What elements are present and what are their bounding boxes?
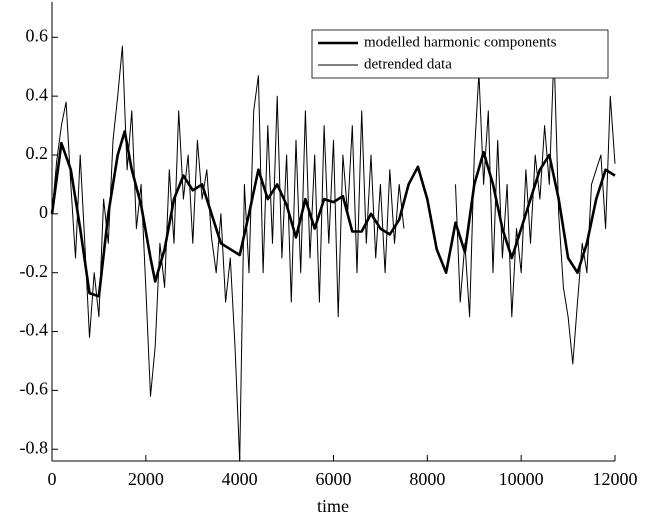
legend-label: modelled harmonic components — [364, 34, 557, 50]
x-tick-label: 12000 — [593, 469, 638, 489]
legend-box — [311, 29, 609, 79]
x-tick-label: 4000 — [222, 469, 258, 489]
x-axis-label: time — [317, 496, 349, 516]
x-tick-label: 2000 — [128, 469, 164, 489]
legend-label: detrended data — [364, 56, 452, 72]
y-tick-label: 0.2 — [26, 143, 49, 163]
x-tick-label: 0 — [48, 469, 57, 489]
x-tick-label: 8000 — [409, 469, 445, 489]
y-tick-label: 0 — [39, 202, 48, 222]
y-tick-label: 0.4 — [26, 84, 49, 104]
y-tick-label: -0.4 — [20, 320, 49, 340]
x-tick-label: 10000 — [499, 469, 544, 489]
y-tick-label: -0.2 — [20, 261, 49, 281]
series-line — [51, 45, 616, 462]
y-tick-label: 0.6 — [26, 25, 49, 45]
y-tick-label: -0.8 — [20, 437, 49, 457]
x-tick-label: 6000 — [316, 469, 352, 489]
y-tick-label: -0.6 — [20, 379, 49, 399]
series-line — [50, 130, 616, 298]
